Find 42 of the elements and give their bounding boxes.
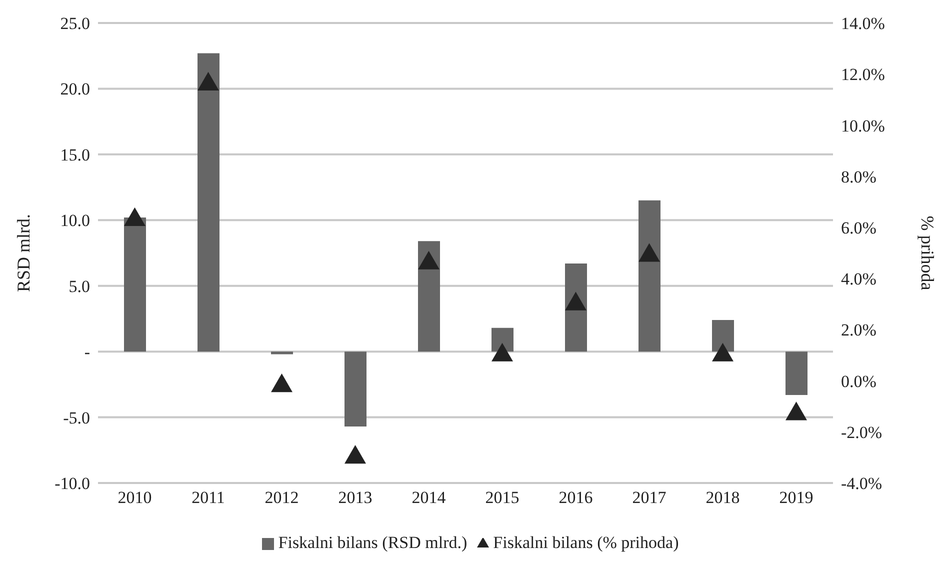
legend-label: Fiskalni bilans (RSD mlrd.) [278, 533, 468, 552]
y-tick-label: 10.0 [60, 211, 90, 230]
x-tick-label: 2015 [485, 488, 520, 508]
x-tick-label: 2011 [192, 488, 225, 508]
y2-tick-label: 14.0% [841, 14, 885, 34]
y2-tick-label: 12.0% [841, 65, 885, 84]
x-tick-label: 2018 [706, 488, 740, 508]
bar [492, 328, 514, 352]
x-tick-label: 2019 [779, 488, 814, 508]
bar [712, 320, 734, 352]
y2-tick-label: 4.0% [841, 270, 876, 289]
bar [418, 241, 440, 352]
y-axis-title: RSD mlrd. [13, 214, 34, 292]
y-tick-label: -5.0 [63, 408, 90, 428]
y2-tick-label: 8.0% [841, 167, 876, 186]
y-tick-label: -10.0 [54, 474, 90, 494]
x-tick-label: 2013 [338, 488, 372, 508]
x-tick-label: 2014 [412, 488, 446, 508]
bar [344, 352, 366, 426]
x-tick-label: 2017 [632, 488, 667, 508]
y2-axis-title: % prihoda [918, 216, 938, 290]
bar [198, 53, 220, 352]
y2-tick-label: 2.0% [841, 320, 876, 340]
bar [786, 352, 808, 395]
x-tick-label: 2010 [118, 488, 152, 508]
y-tick-label: 5.0 [68, 276, 90, 296]
y-tick-label: 25.0 [60, 14, 90, 34]
y2-tick-label: -2.0% [841, 422, 882, 442]
legend-label: Fiskalni bilans (% prihoda) [493, 533, 679, 552]
y-tick-label: 15.0 [60, 145, 90, 164]
x-tick-label: 2012 [264, 488, 299, 508]
y2-tick-label: 10.0% [841, 116, 885, 136]
bar [124, 218, 146, 352]
y2-tick-label: -4.0% [841, 474, 882, 494]
y2-tick-label: 0.0% [841, 372, 876, 391]
x-tick-label: 2016 [558, 488, 593, 508]
bar [638, 200, 660, 352]
bar [271, 352, 293, 354]
y-tick-label: 20.0 [60, 80, 90, 99]
y-tick-label: - [84, 342, 90, 362]
y2-tick-label: 6.0% [841, 218, 876, 238]
bar [565, 264, 587, 352]
